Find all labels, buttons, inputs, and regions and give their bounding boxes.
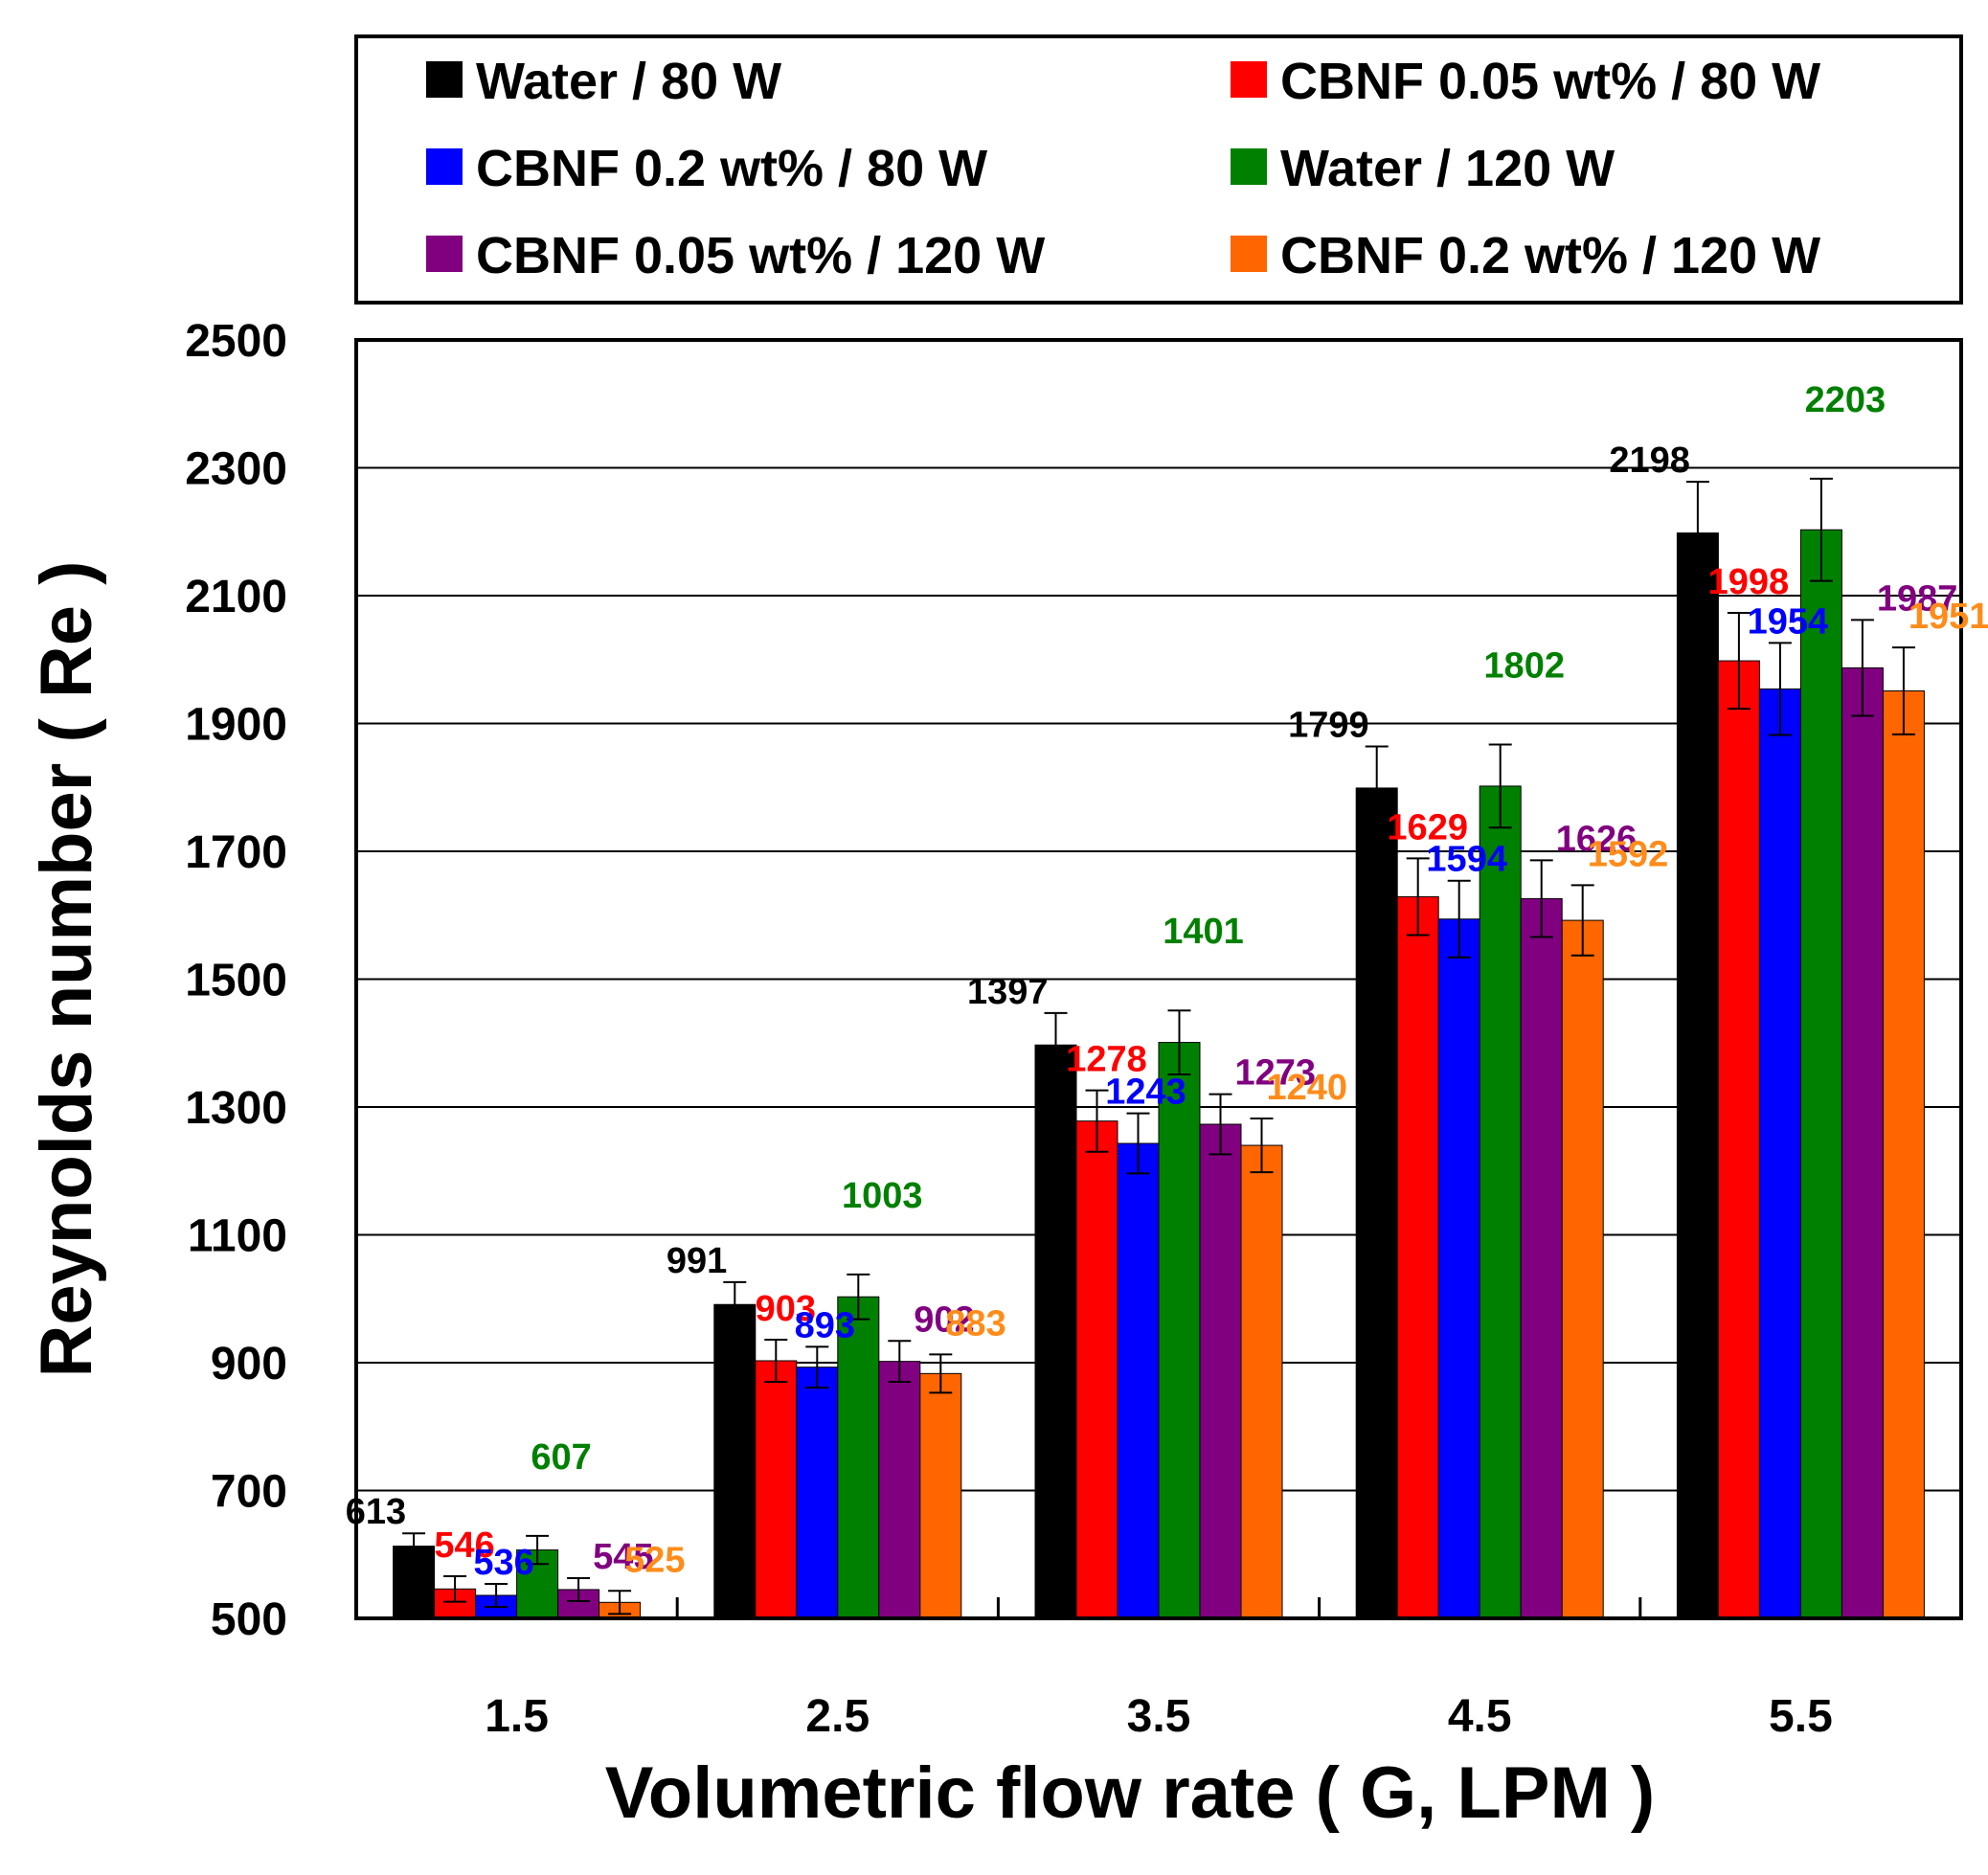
y-tick-label: 2500 [185,316,287,367]
bar-4.5-series-6 [1561,919,1604,1619]
data-label-2.5-series-1: 991 [666,1241,727,1281]
x-tick-label: 4.5 [1448,1691,1512,1742]
data-label-5.5-series-3: 1954 [1748,601,1829,642]
bar-2.5-series-1 [713,1303,757,1619]
legend-swatch-5 [426,236,463,272]
bar-5.5-series-1 [1676,532,1719,1619]
bar-3.5-series-6 [1240,1144,1283,1619]
plot-frame [354,338,1963,1620]
bar-2.5-series-2 [755,1360,798,1619]
data-label-3.5-series-4: 1401 [1163,912,1244,952]
data-label-2.5-series-3: 893 [795,1305,855,1345]
x-tick-label: 5.5 [1769,1691,1833,1742]
data-label-4.5-series-6: 1592 [1588,834,1669,874]
bar-3.5-series-3 [1117,1142,1160,1619]
data-label-3.5-series-2: 1278 [1066,1040,1147,1080]
data-label-3.5-series-3: 1243 [1105,1073,1186,1113]
error-bars [402,477,1915,1615]
x-axis-label: Volumetric flow rate ( G, LPM ) [605,1752,1655,1834]
data-label-2.5-series-4: 1003 [842,1176,923,1216]
legend-label-1: Water / 80 W [476,53,781,110]
bar-5.5-series-2 [1717,660,1760,1619]
legend-swatch-2 [1231,61,1267,98]
data-label-4.5-series-2: 1629 [1387,807,1468,847]
bar-3.5-series-1 [1034,1044,1077,1619]
y-tick-label: 500 [211,1594,287,1645]
data-label-4.5-series-4: 1802 [1483,646,1565,687]
data-label-2.5-series-6: 883 [945,1303,1005,1344]
y-tick-label: 2100 [185,572,287,622]
data-label-3.5-series-1: 1397 [967,972,1049,1012]
bar-5.5-series-5 [1841,666,1884,1619]
data-label-1.5-series-5: 545 [593,1537,653,1577]
x-tick-label: 1.5 [485,1691,549,1742]
y-axis-label: Reynolds number ( Re ) [26,561,107,1378]
y-axis-ticks: 500 700 900 1100 1300 1500 1700 1900 2100 2300 250… [185,316,287,1645]
legend-swatch-4 [1231,148,1267,185]
bar-3.5-series-2 [1075,1120,1118,1619]
data-label-4.5-series-3: 1594 [1426,840,1507,880]
bar-3.5-series-5 [1199,1123,1242,1619]
legend-swatch-3 [426,148,463,185]
data-label-1.5-series-6: 525 [624,1540,685,1580]
y-tick-label: 1900 [185,700,287,751]
x-tick-label: 2.5 [805,1691,870,1742]
legend-label-6: CBNF 0.2 wt% / 120 W [1280,227,1820,284]
legend-label-3: CBNF 0.2 wt% / 80 W [476,140,987,197]
legend-frame [354,34,1963,305]
data-label-5.5-series-6: 1951 [1909,597,1988,637]
data-label-5.5-series-5: 1987 [1877,578,1958,619]
bar-3.5-series-4 [1158,1042,1201,1619]
bar-4.5-series-5 [1520,897,1563,1619]
y-tick-label: 700 [211,1467,287,1518]
bar-4.5-series-3 [1437,918,1480,1619]
data-label-4.5-series-1: 1799 [1288,706,1369,746]
legend-label-5: CBNF 0.05 wt% / 120 W [476,227,1045,284]
bar-4.5-series-2 [1396,895,1439,1619]
bar-5.5-series-4 [1799,529,1842,1619]
bar-5.5-series-3 [1758,688,1801,1619]
bar-2.5-series-4 [837,1296,880,1619]
legend: Water / 80 W CBNF 0.05 wt% / 80 W CBNF 0.2… [354,34,1963,305]
data-label-3.5-series-6: 1240 [1267,1068,1348,1108]
data-label-1.5-series-2: 546 [434,1525,494,1566]
data-label-5.5-series-4: 2203 [1805,380,1886,420]
y-tick-label: 900 [211,1339,287,1389]
bar-4.5-series-4 [1479,785,1522,1619]
y-tick-label: 1500 [185,956,287,1006]
legend-label-4: Water / 120 W [1280,140,1615,197]
x-axis-ticks: 1.5 2.5 3.5 4.5 5.5 [485,1691,1833,1742]
y-tick-label: 1100 [188,1211,287,1262]
data-label-5.5-series-1: 2198 [1609,441,1690,481]
group-dividers [675,1597,1642,1618]
data-label-2.5-series-5: 902 [914,1299,974,1340]
y-tick-label: 2300 [185,444,287,495]
legend-swatch-1 [426,61,463,98]
data-label-1.5-series-4: 607 [531,1437,591,1478]
bar-4.5-series-1 [1355,787,1398,1619]
data-label-1.5-series-1: 613 [346,1492,406,1532]
bar-2.5-series-6 [919,1372,962,1619]
bar-2.5-series-5 [878,1361,921,1619]
data-label-3.5-series-5: 1273 [1235,1053,1317,1094]
bars [393,529,1925,1619]
bar-2.5-series-3 [796,1367,839,1619]
x-tick-label: 3.5 [1127,1691,1191,1742]
y-tick-label: 1700 [185,827,287,878]
data-label-1.5-series-3: 536 [473,1543,533,1583]
y-tick-label: 1300 [185,1083,287,1134]
data-label-4.5-series-5: 1626 [1556,819,1638,859]
data-label-5.5-series-2: 1998 [1708,562,1790,602]
data-label-2.5-series-2: 903 [756,1289,816,1329]
bar-5.5-series-6 [1882,689,1925,1619]
legend-swatch-6 [1231,236,1267,272]
legend-label-2: CBNF 0.05 wt% / 80 W [1280,53,1820,110]
